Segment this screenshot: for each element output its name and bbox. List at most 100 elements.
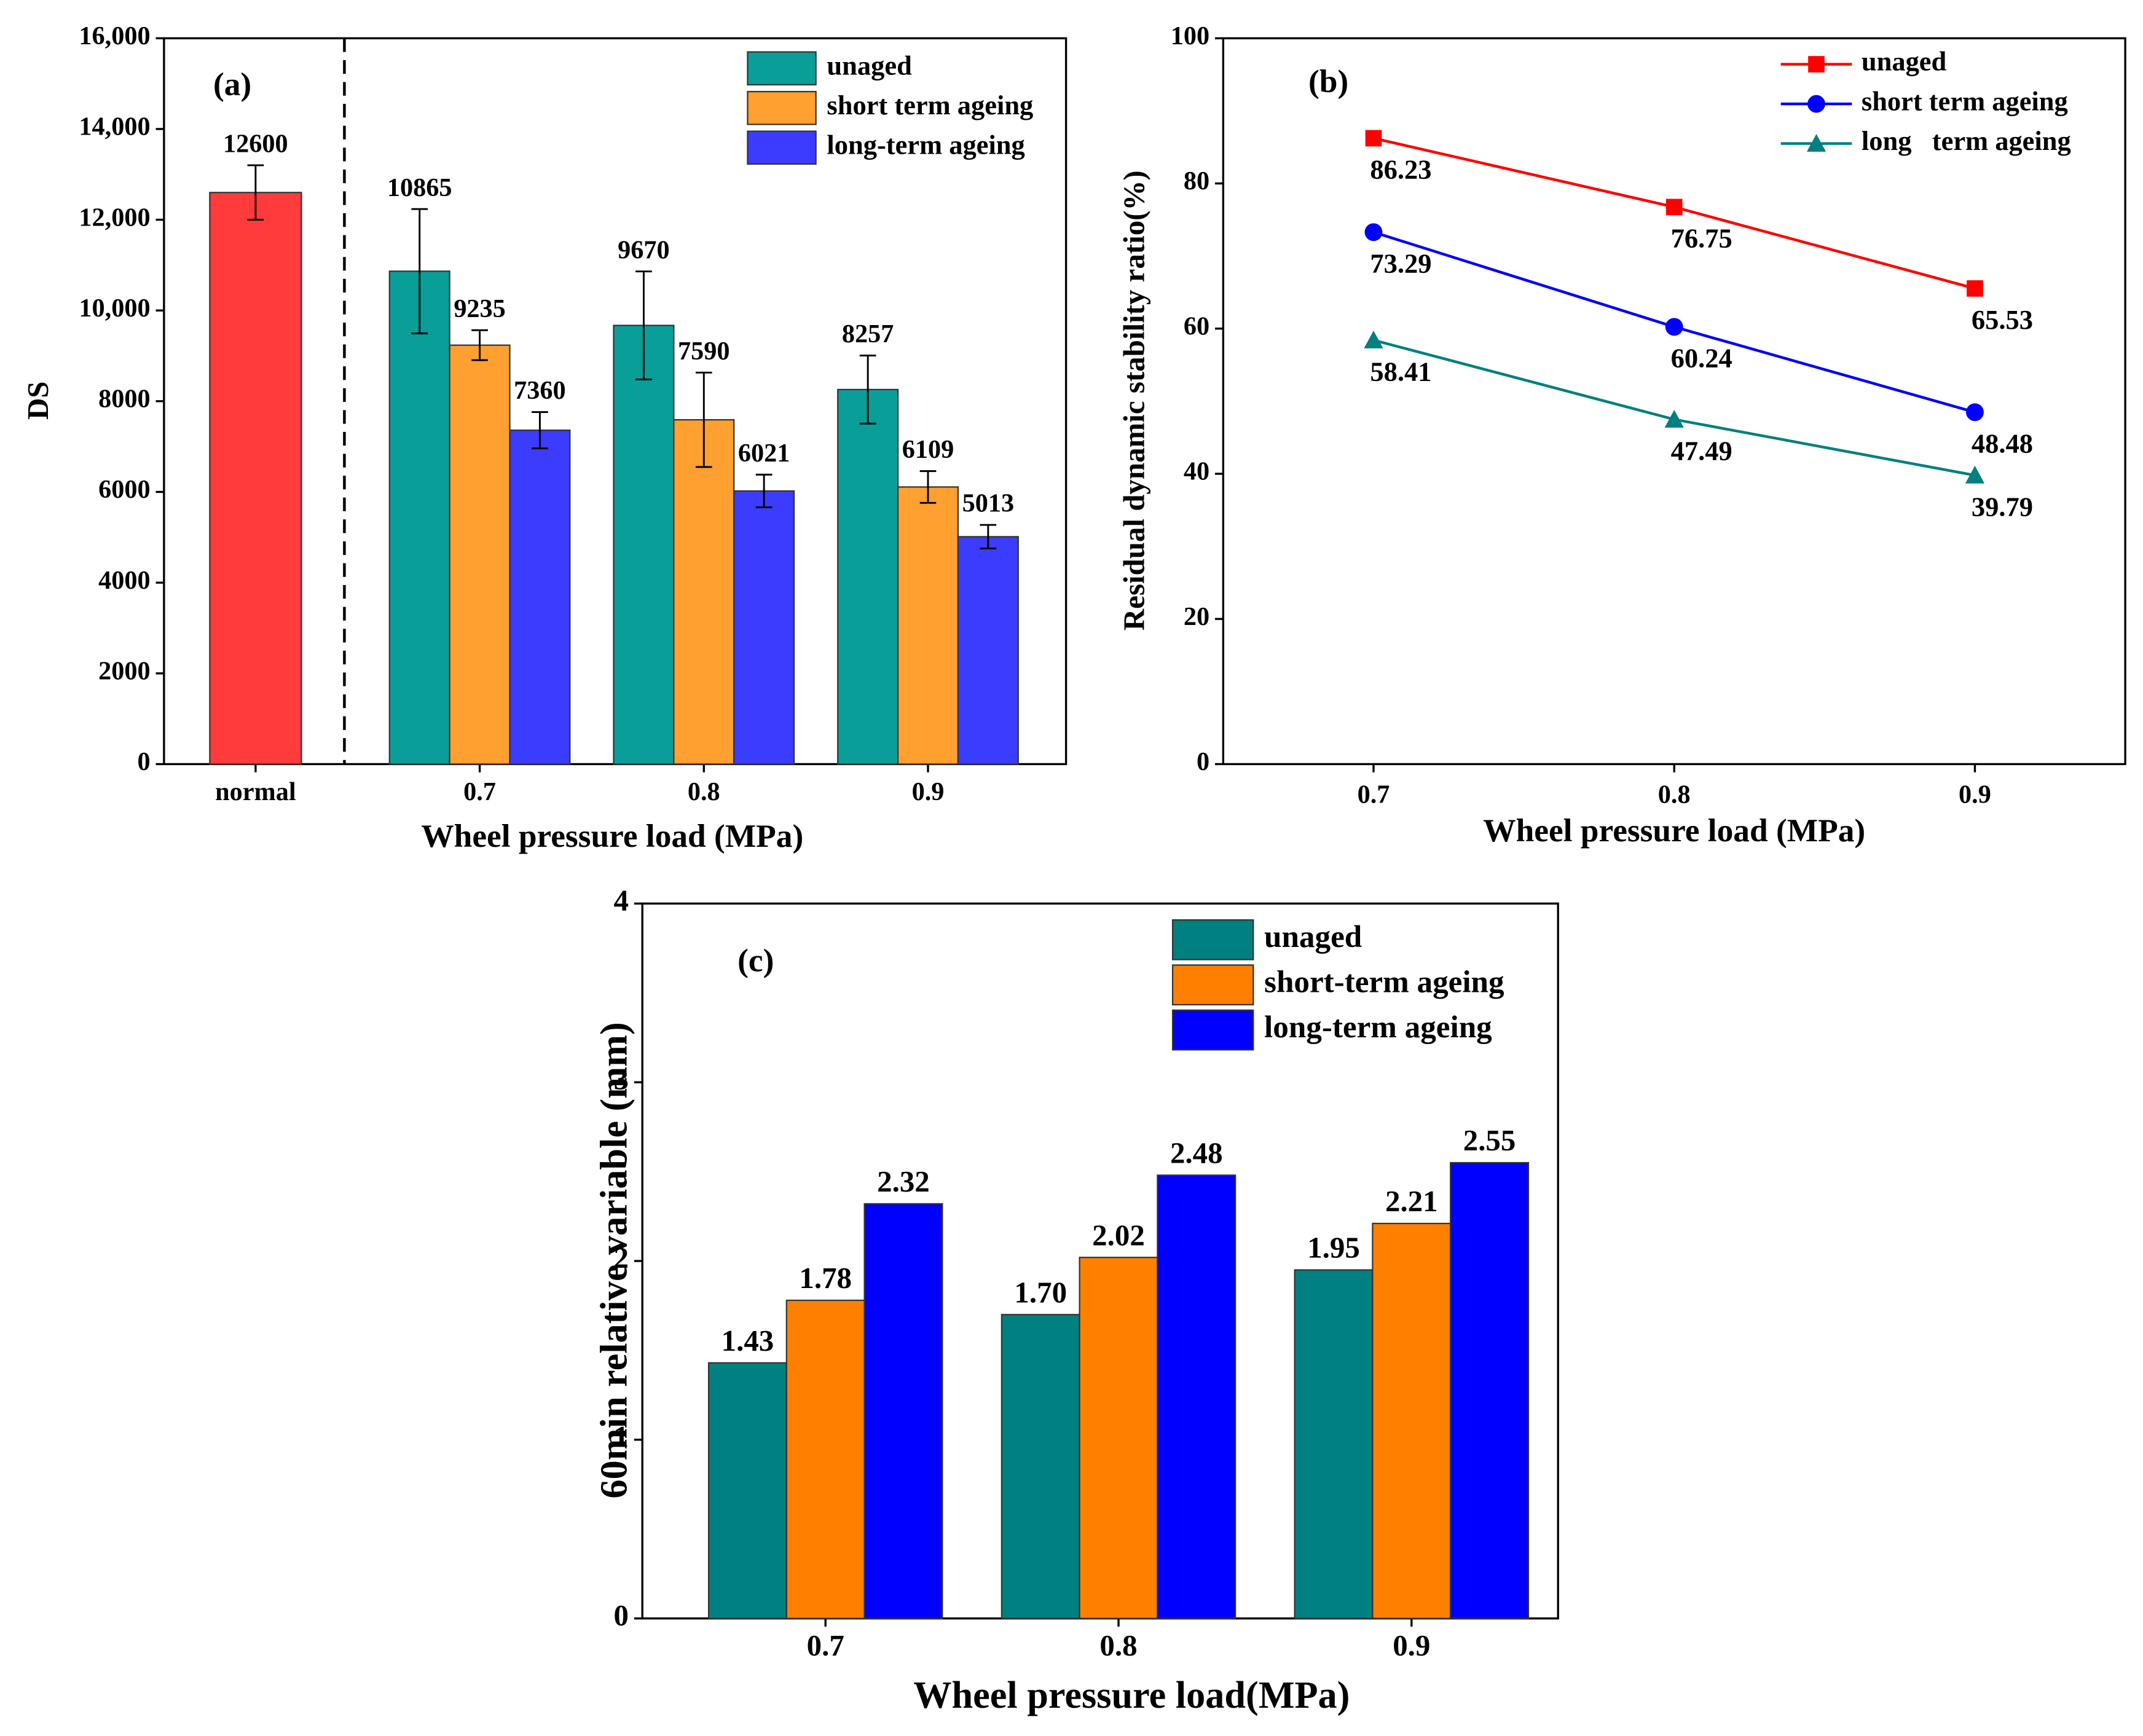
- marker: [1807, 95, 1825, 113]
- data-label: 60.24: [1671, 343, 1732, 374]
- data-label: 10865: [387, 173, 452, 202]
- y-tick-label: 0: [1197, 747, 1209, 776]
- legend-label: short-term ageing: [1264, 964, 1504, 999]
- data-label: 1.43: [722, 1324, 774, 1357]
- legend-swatch: [1171, 964, 1254, 1006]
- x-tick-label: normal: [215, 777, 296, 806]
- legend-label: short term ageing: [827, 90, 1033, 120]
- data-label: 9235: [454, 294, 505, 323]
- data-label: 2.02: [1092, 1218, 1145, 1252]
- error-bar: [755, 473, 773, 508]
- y-tick-label: 14,000: [79, 112, 150, 141]
- legend-swatch: [747, 130, 817, 165]
- data-label: 2.48: [1170, 1136, 1223, 1170]
- error-bar: [411, 208, 428, 334]
- x-axis-title: Wheel pressure load (MPa): [421, 817, 803, 854]
- x-tick-label: 0.9: [1959, 780, 1991, 809]
- y-axis-title: DS: [21, 381, 55, 420]
- panel-label: (c): [737, 941, 774, 978]
- error-bar: [980, 524, 997, 550]
- x-tick-label: 0.8: [688, 777, 720, 806]
- data-label: 6021: [738, 439, 790, 468]
- marker: [1364, 223, 1383, 242]
- data-label: 1.70: [1014, 1275, 1067, 1309]
- bar: [837, 388, 899, 765]
- data-label: 5013: [962, 489, 1014, 518]
- error-bar: [919, 470, 937, 504]
- bar: [1001, 1314, 1080, 1619]
- legend-label: long-term ageing: [827, 129, 1024, 160]
- bar: [897, 486, 959, 765]
- bar: [863, 1203, 943, 1619]
- error-bar: [635, 270, 652, 380]
- legend-label: unaged: [1862, 46, 1947, 77]
- legend-label: short term ageing: [1862, 85, 2068, 116]
- y-tick-label: 3: [614, 1062, 629, 1096]
- panel-label: (b): [1308, 63, 1348, 100]
- bar: [209, 192, 302, 765]
- data-label: 48.48: [1972, 428, 2033, 459]
- marker: [1808, 56, 1825, 73]
- marker: [1365, 130, 1382, 147]
- y-tick-label: 40: [1184, 457, 1209, 486]
- data-label: 7360: [514, 376, 565, 405]
- bar: [785, 1299, 865, 1619]
- y-tick-label: 0: [614, 1598, 629, 1632]
- legend-label: unaged: [827, 50, 912, 81]
- x-tick-label: 0.8: [1658, 780, 1691, 809]
- y-tick-label: 16,000: [79, 22, 150, 50]
- y-tick-label: 4: [614, 884, 629, 917]
- marker: [1965, 465, 1985, 484]
- data-label: 86.23: [1370, 154, 1431, 185]
- error-bar: [695, 371, 712, 468]
- x-tick-label: 0.8: [1099, 1628, 1137, 1662]
- marker: [1966, 403, 1984, 422]
- bar: [1079, 1257, 1158, 1619]
- x-tick-label: 0.9: [912, 777, 945, 806]
- y-tick-label: 20: [1184, 602, 1209, 631]
- bar: [1372, 1222, 1452, 1619]
- y-tick-label: 4000: [98, 566, 150, 595]
- data-label: 6109: [902, 435, 954, 464]
- bar: [707, 1362, 787, 1619]
- data-label: 2.32: [877, 1165, 930, 1198]
- y-tick-label: 2000: [98, 656, 150, 685]
- marker: [1664, 409, 1684, 428]
- error-bar: [532, 411, 548, 450]
- panel-label: (a): [213, 66, 251, 103]
- data-label: 8257: [842, 320, 894, 348]
- bar: [449, 344, 511, 765]
- bar: [388, 270, 450, 765]
- data-label: 7590: [678, 337, 729, 366]
- y-tick-label: 8000: [98, 385, 150, 414]
- bar: [509, 429, 571, 765]
- y-tick-label: 60: [1184, 312, 1209, 340]
- bar: [733, 490, 795, 765]
- legend-label: long term ageing: [1862, 125, 2071, 156]
- y-tick-label: 100: [1171, 22, 1209, 50]
- legend-label: long-term ageing: [1264, 1010, 1492, 1045]
- x-tick-label: 0.7: [463, 777, 496, 806]
- y-tick-label: 10,000: [79, 294, 150, 323]
- data-label: 1.78: [799, 1261, 852, 1295]
- x-tick-label: 0.7: [1358, 780, 1390, 809]
- x-axis-title: Wheel pressure load(MPa): [913, 1675, 1350, 1716]
- y-axis-title: Residual dynamic stability ratio(%): [1117, 170, 1150, 630]
- data-label: 1.95: [1307, 1231, 1360, 1265]
- legend-swatch: [1171, 919, 1254, 960]
- data-label: 65.53: [1972, 304, 2033, 335]
- data-label: 39.79: [1972, 491, 2033, 522]
- y-tick-label: 2: [614, 1241, 629, 1275]
- bar: [1157, 1174, 1237, 1619]
- x-axis-title: Wheel pressure load (MPa): [1483, 812, 1865, 849]
- bar: [1294, 1269, 1374, 1619]
- bar: [613, 324, 675, 765]
- legend-label: unaged: [1264, 919, 1362, 954]
- y-tick-label: 0: [138, 747, 151, 776]
- legend-swatch: [747, 90, 817, 125]
- data-label: 76.75: [1671, 223, 1732, 254]
- marker: [1665, 198, 1683, 216]
- bar: [1450, 1161, 1530, 1619]
- y-tick-label: 1: [614, 1420, 629, 1453]
